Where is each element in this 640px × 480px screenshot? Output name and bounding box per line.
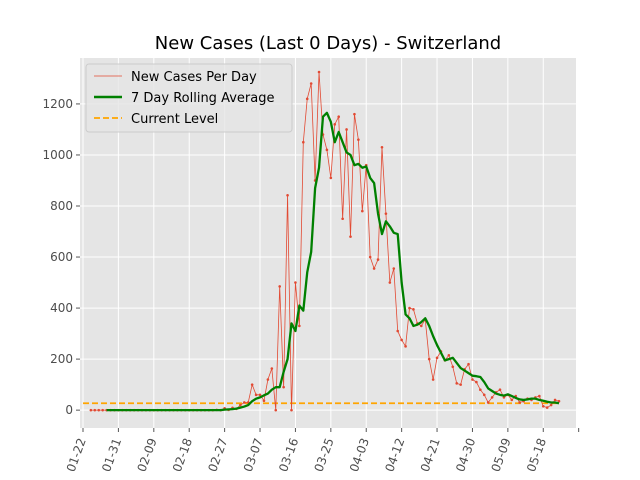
data-point-new-cases (282, 385, 285, 389)
data-point-new-cases (490, 396, 494, 399)
data-point-new-cases (353, 112, 356, 116)
data-point-new-cases (317, 70, 321, 74)
data-point-new-cases (274, 408, 278, 412)
data-point-new-cases (337, 115, 341, 118)
data-point-new-cases (479, 388, 482, 392)
data-point-new-cases (250, 383, 254, 386)
legend-label-new-cases: New Cases Per Day (131, 70, 257, 85)
data-point-new-cases (420, 324, 423, 328)
data-point-new-cases (502, 396, 506, 399)
data-point-new-cases (549, 403, 553, 407)
data-point-new-cases (467, 362, 470, 366)
data-point-new-cases (254, 393, 258, 397)
series-line-rolling-average (106, 111, 560, 412)
data-point-new-cases (368, 255, 372, 259)
data-point-new-cases (447, 353, 451, 357)
data-point-new-cases (357, 138, 360, 141)
data-point-new-cases (266, 378, 270, 381)
data-point-new-cases (305, 97, 309, 101)
data-point-new-cases (380, 146, 384, 149)
data-point-new-cases (545, 406, 549, 409)
data-point-new-cases (459, 383, 462, 386)
data-point-new-cases (286, 193, 289, 197)
series-layer (83, 70, 561, 412)
data-point-new-cases (435, 356, 439, 360)
data-point-new-cases (431, 378, 435, 381)
data-point-new-cases (298, 324, 301, 328)
data-point-new-cases (541, 405, 545, 408)
data-point-new-cases (384, 212, 388, 215)
data-point-new-cases (290, 408, 293, 412)
data-point-new-cases (101, 408, 104, 412)
data-point-new-cases (486, 401, 490, 404)
data-point-new-cases (538, 394, 541, 398)
data-point-new-cases (270, 367, 274, 370)
data-point-new-cases (412, 308, 415, 311)
y-axis: 0 200 400 600 800 1000 1200 (42, 97, 80, 417)
data-point-new-cases (89, 408, 93, 412)
legend: New Cases Per Day 7 Day Rolling Average … (85, 63, 293, 133)
data-point-new-cases (294, 281, 297, 284)
y-tick-label: 1200 (42, 97, 73, 111)
data-point-new-cases (455, 382, 459, 385)
y-tick-label: 600 (50, 250, 73, 264)
data-point-new-cases (349, 235, 352, 238)
data-point-new-cases (482, 393, 486, 397)
y-tick-label: 0 (65, 403, 73, 417)
data-point-new-cases (408, 306, 411, 310)
chart-title: New Cases (Last 0 Days) - Switzerland (155, 33, 501, 54)
data-point-new-cases (510, 398, 514, 402)
data-point-new-cases (396, 329, 400, 333)
legend-label-current-level: Current Level (131, 112, 218, 127)
data-point-new-cases (302, 140, 305, 144)
data-point-new-cases (97, 408, 101, 412)
data-point-new-cases (329, 176, 333, 180)
data-point-new-cases (325, 148, 329, 152)
data-point-new-cases (242, 401, 246, 404)
data-point-new-cases (278, 285, 281, 288)
data-point-new-cases (376, 258, 380, 261)
data-point-new-cases (372, 267, 376, 270)
data-point-new-cases (400, 338, 403, 342)
y-tick-label: 200 (50, 352, 73, 366)
data-point-new-cases (333, 123, 337, 126)
data-point-new-cases (388, 281, 392, 284)
data-point-new-cases (518, 401, 521, 404)
data-point-new-cases (451, 365, 455, 369)
data-point-new-cases (262, 399, 266, 403)
data-point-new-cases (553, 398, 557, 402)
data-point-new-cases (345, 128, 348, 131)
data-point-new-cases (309, 82, 313, 85)
data-point-new-cases (557, 399, 561, 403)
data-point-new-cases (475, 380, 478, 384)
data-point-new-cases (392, 267, 396, 270)
y-tick-label: 1000 (42, 148, 73, 162)
y-tick-label: 400 (50, 301, 73, 315)
data-point-new-cases (341, 217, 344, 221)
data-point-new-cases (239, 403, 242, 407)
data-point-new-cases (404, 345, 407, 348)
grid (80, 58, 576, 428)
data-point-new-cases (427, 357, 431, 361)
y-tick-label: 800 (50, 199, 73, 213)
data-point-new-cases (361, 209, 364, 213)
legend-box (85, 63, 293, 133)
legend-label-rolling-average: 7 Day Rolling Average (131, 91, 274, 106)
data-point-new-cases (93, 408, 97, 412)
data-point-new-cases (471, 378, 474, 381)
data-point-new-cases (498, 388, 502, 392)
data-point-new-cases (258, 393, 262, 397)
